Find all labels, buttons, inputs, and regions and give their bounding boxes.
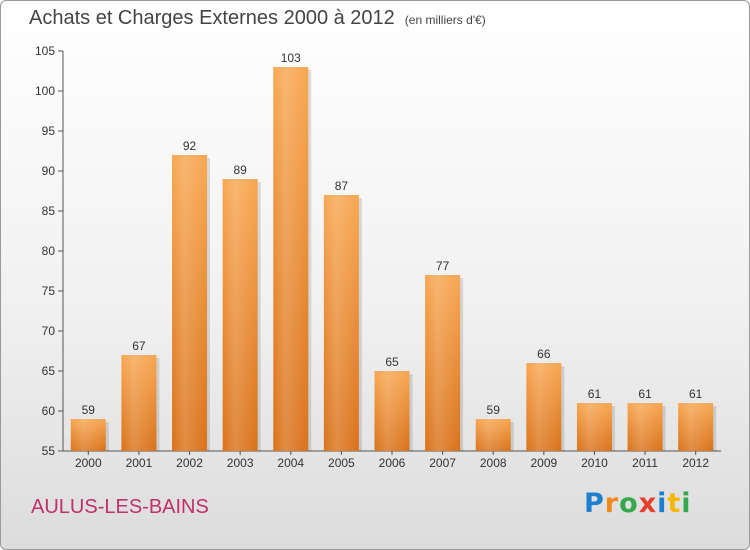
y-tick-label: 90 xyxy=(42,164,56,178)
bar-value-label: 87 xyxy=(335,179,349,193)
bar-highlight xyxy=(222,179,258,451)
y-tick-label: 65 xyxy=(42,364,56,378)
x-tick-label: 2007 xyxy=(429,456,456,470)
logo-letter: o xyxy=(619,488,639,519)
y-tick-label: 105 xyxy=(35,44,55,58)
bar-highlight xyxy=(678,403,714,451)
y-tick-label: 55 xyxy=(42,444,56,458)
bar-highlight xyxy=(70,419,106,451)
y-tick-label: 85 xyxy=(42,204,56,218)
y-tick-label: 70 xyxy=(42,324,56,338)
y-tick-label: 80 xyxy=(42,244,56,258)
bar-highlight xyxy=(172,155,208,451)
bar-value-label: 67 xyxy=(132,339,146,353)
chart-bars xyxy=(70,67,717,451)
bar-value-label: 59 xyxy=(487,403,501,417)
bar-value-label: 89 xyxy=(233,163,247,177)
bar-value-label: 61 xyxy=(689,387,703,401)
bar-value-label: 77 xyxy=(436,259,450,273)
bar-value-label: 65 xyxy=(385,355,399,369)
bar-highlight xyxy=(121,355,157,451)
x-tick-label: 2001 xyxy=(126,456,153,470)
logo-letter: i xyxy=(657,488,668,519)
y-tick-label: 60 xyxy=(42,404,56,418)
bar-value-label: 66 xyxy=(537,347,551,361)
bar-highlight xyxy=(576,403,612,451)
bar-highlight xyxy=(273,67,309,451)
y-tick-label: 100 xyxy=(35,84,55,98)
x-tick-label: 2000 xyxy=(75,456,102,470)
chart-title-main: Achats et Charges Externes 2000 à 2012 xyxy=(29,7,395,29)
x-tick-label: 2008 xyxy=(480,456,507,470)
bar-highlight xyxy=(526,363,562,451)
proxiti-logo: Proxiti xyxy=(584,488,692,519)
logo-letter: r xyxy=(604,488,620,519)
logo-letter: i xyxy=(681,488,692,519)
x-tick-label: 2010 xyxy=(581,456,608,470)
x-tick-label: 2006 xyxy=(379,456,406,470)
y-tick-label: 95 xyxy=(42,124,56,138)
x-tick-label: 2004 xyxy=(277,456,304,470)
x-tick-label: 2011 xyxy=(632,456,658,470)
bar-value-label: 92 xyxy=(183,139,197,153)
chart-labels: 59 2000 67 2001 92 2002 89 2003 103 2004 87 2005 65 2… xyxy=(75,51,709,470)
y-tick-label: 75 xyxy=(42,284,56,298)
bar-highlight xyxy=(627,403,663,451)
x-tick-label: 2005 xyxy=(328,456,355,470)
bar-highlight xyxy=(425,275,461,451)
x-tick-label: 2009 xyxy=(530,456,557,470)
logo-letter: P xyxy=(584,488,605,519)
bar-value-label: 61 xyxy=(588,387,602,401)
logo-letter: x xyxy=(638,488,658,519)
logo-letter: t xyxy=(667,488,682,519)
bar-highlight xyxy=(475,419,511,451)
commune-name: AULUS-LES-BAINS xyxy=(31,496,209,518)
chart-title-unit: (en milliers d'€) xyxy=(404,13,486,27)
chart-title: Achats et Charges Externes 2000 à 2012 (e… xyxy=(29,7,486,30)
bar-value-label: 103 xyxy=(281,51,301,65)
bar-value-label: 61 xyxy=(638,387,652,401)
x-tick-label: 2012 xyxy=(682,456,709,470)
x-tick-label: 2003 xyxy=(227,456,254,470)
bar-highlight xyxy=(374,371,410,451)
x-tick-label: 2002 xyxy=(176,456,203,470)
bar-highlight xyxy=(323,195,359,451)
bar-value-label: 59 xyxy=(82,403,96,417)
